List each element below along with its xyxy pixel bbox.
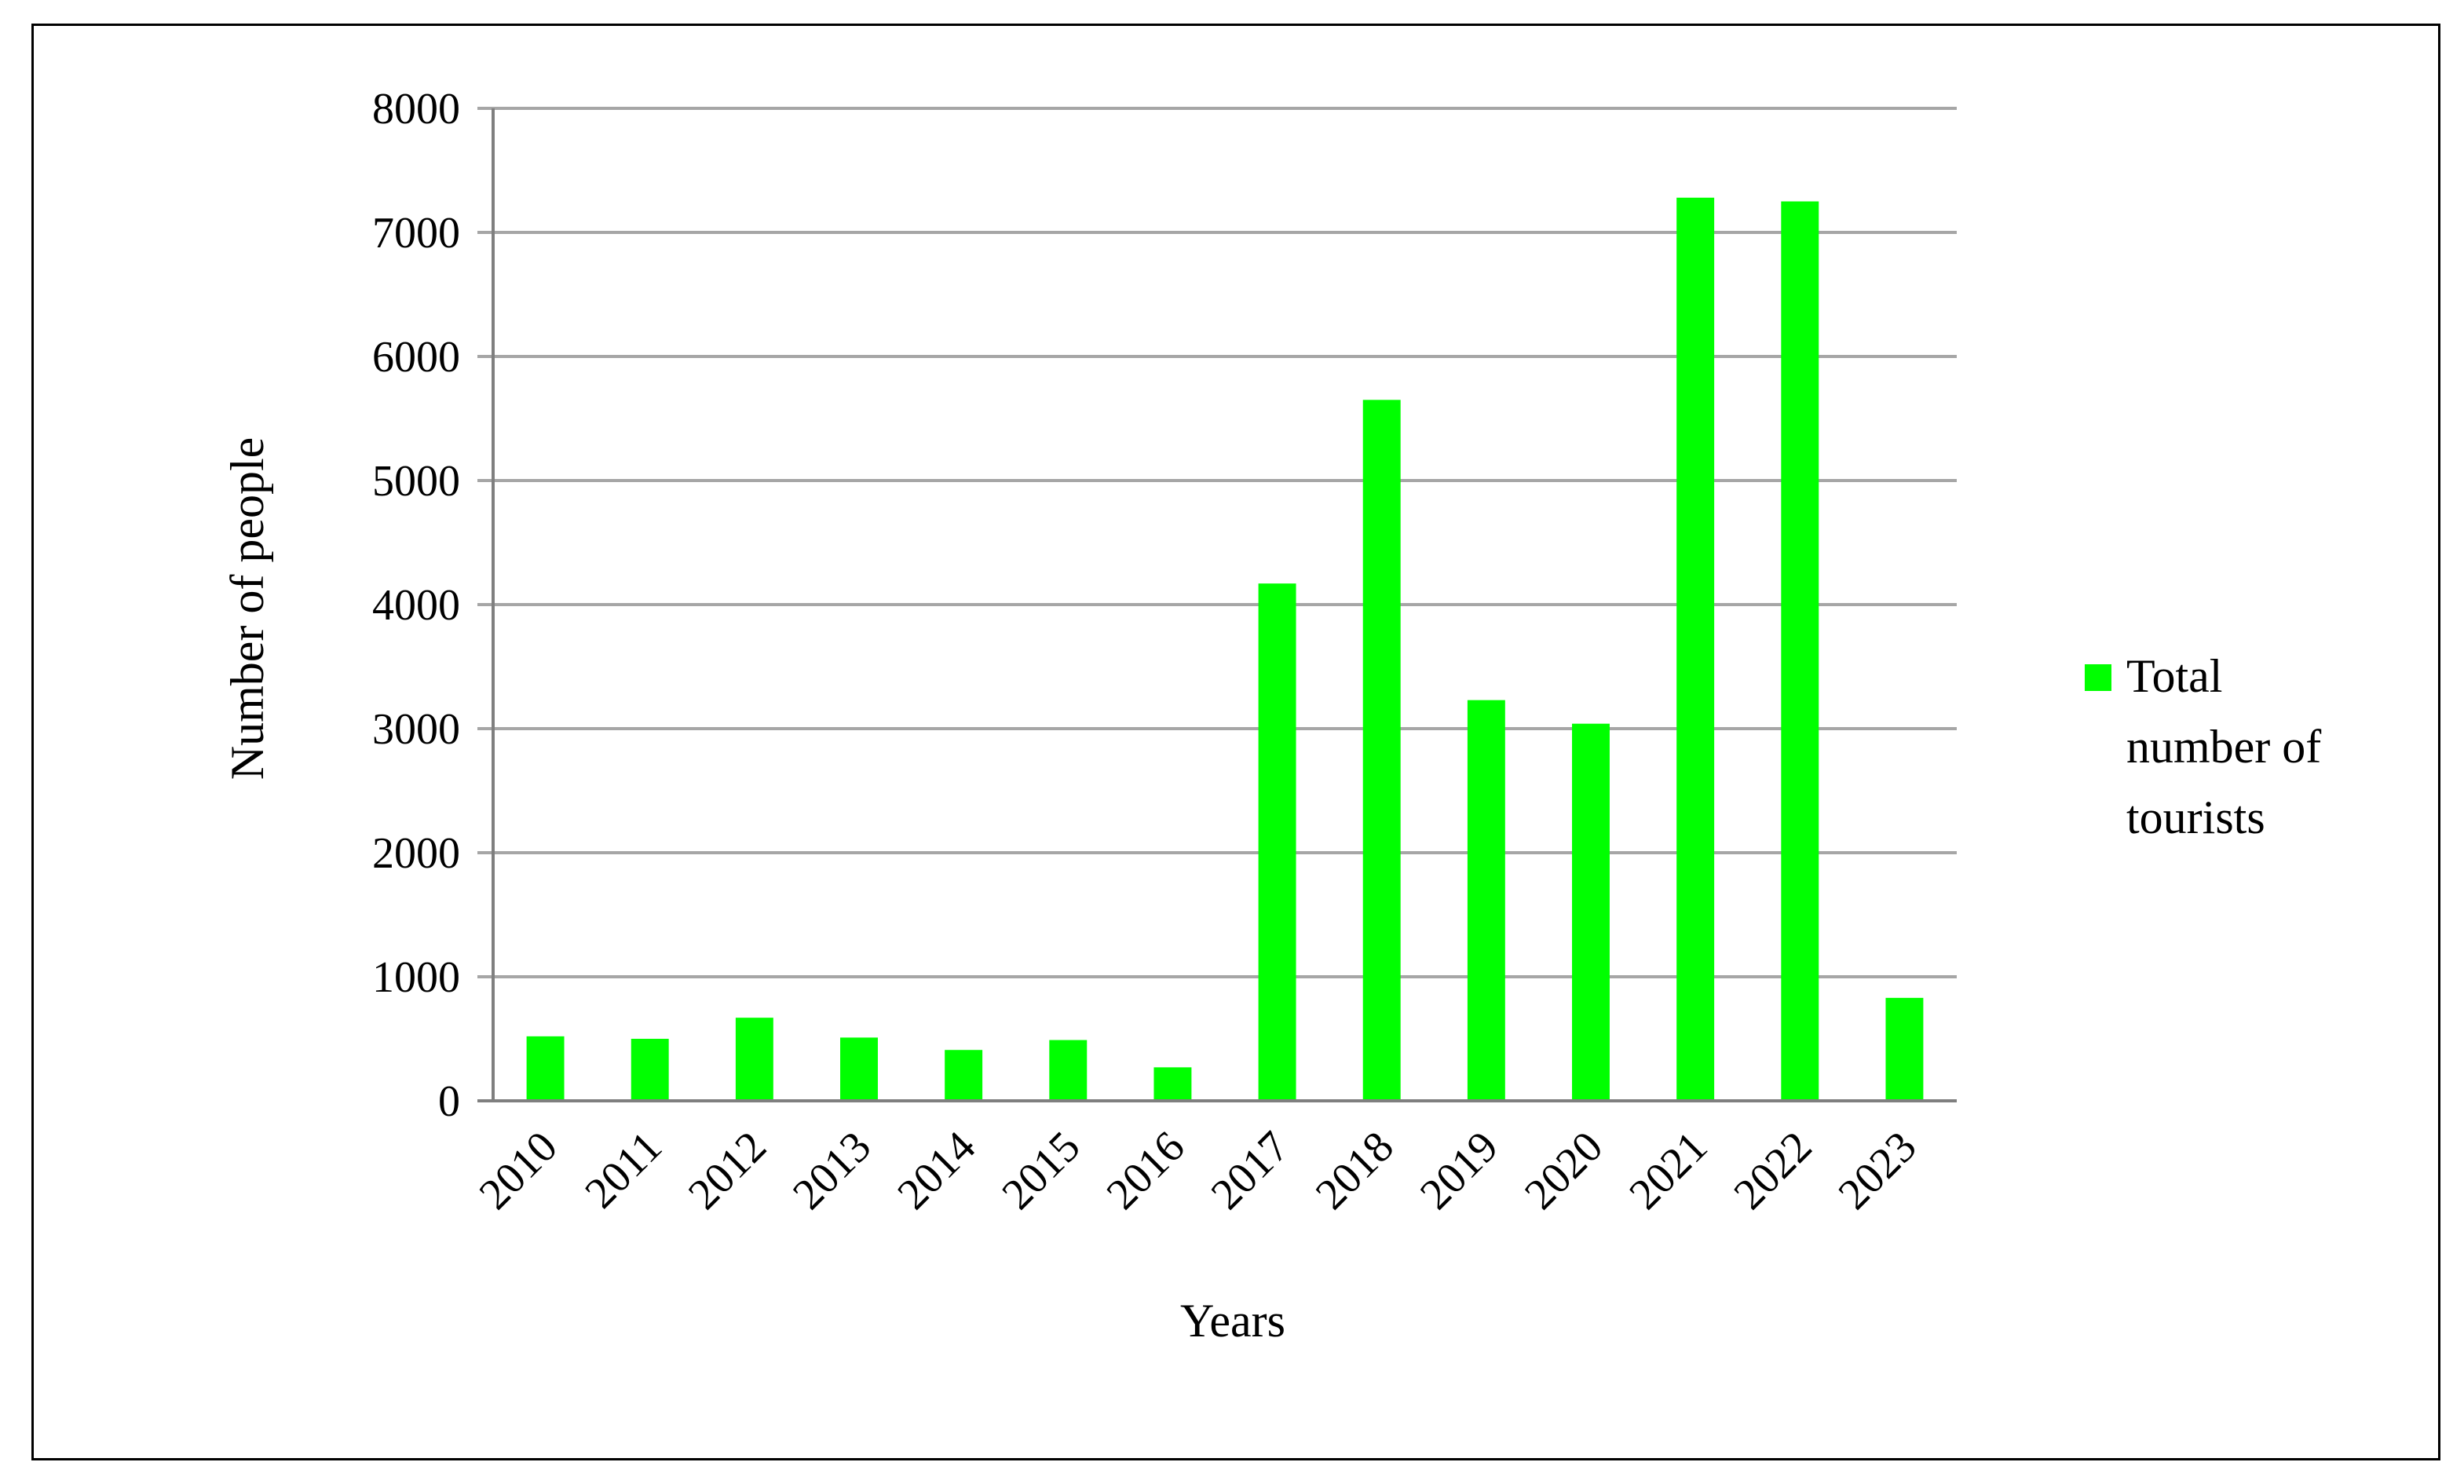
bar-2012 bbox=[735, 1018, 773, 1101]
x-tick-label: 2021 bbox=[1620, 1122, 1716, 1219]
x-tick-label: 2020 bbox=[1515, 1122, 1612, 1219]
legend-label-line: Total bbox=[2126, 650, 2222, 702]
legend-label: Total number of tourists bbox=[2126, 650, 2321, 843]
bar-2022 bbox=[1781, 201, 1819, 1101]
y-tick-label: 8000 bbox=[372, 85, 460, 133]
bar-2013 bbox=[840, 1037, 878, 1101]
y-tick-label: 7000 bbox=[372, 209, 460, 258]
bars bbox=[526, 197, 1924, 1101]
legend-label-line: number of bbox=[2126, 721, 2321, 773]
bar-2019 bbox=[1467, 700, 1505, 1101]
x-tick-label: 2017 bbox=[1202, 1122, 1299, 1219]
x-tick-label: 2010 bbox=[470, 1122, 567, 1219]
x-tick-label: 2012 bbox=[679, 1122, 776, 1219]
bar-2021 bbox=[1676, 197, 1715, 1101]
x-tick-label: 2014 bbox=[888, 1122, 985, 1219]
y-tick-label: 1000 bbox=[372, 953, 460, 1002]
bar-2016 bbox=[1153, 1067, 1192, 1101]
bar-2010 bbox=[526, 1036, 565, 1101]
bar-2014 bbox=[945, 1050, 983, 1101]
x-tick-label: 2011 bbox=[576, 1122, 671, 1218]
x-tick-label: 2023 bbox=[1830, 1122, 1926, 1219]
y-tick-label: 3000 bbox=[372, 705, 460, 754]
y-tick-labels: 0 1000 2000 3000 4000 5000 6000 7000 8000 bbox=[372, 85, 460, 1126]
bar-2011 bbox=[631, 1039, 669, 1101]
x-tick-label: 2015 bbox=[993, 1122, 1089, 1219]
x-tick-label: 2018 bbox=[1307, 1122, 1403, 1219]
y-tick-label: 5000 bbox=[372, 457, 460, 506]
legend-swatch bbox=[2085, 664, 2111, 691]
x-tick-label: 2019 bbox=[1411, 1122, 1508, 1219]
x-tick-label: 2022 bbox=[1724, 1122, 1821, 1219]
y-tick-label: 6000 bbox=[372, 333, 460, 382]
x-tick-label: 2016 bbox=[1098, 1122, 1194, 1219]
gridlines bbox=[477, 107, 1957, 1101]
y-tick-label: 4000 bbox=[372, 581, 460, 630]
chart-frame bbox=[31, 24, 2440, 1460]
legend-label-line: tourists bbox=[2126, 791, 2265, 843]
x-tick-label: 2013 bbox=[784, 1122, 880, 1219]
bar-2023 bbox=[1885, 997, 1924, 1101]
y-axis-title: Number of people bbox=[221, 437, 273, 780]
bar-2015 bbox=[1049, 1040, 1088, 1101]
y-tick-label: 0 bbox=[438, 1077, 460, 1126]
bar-2017 bbox=[1258, 583, 1296, 1101]
y-tick-label: 2000 bbox=[372, 829, 460, 878]
legend: Total number of tourists bbox=[2085, 650, 2321, 843]
x-tick-labels: 2010 2011 2012 2013 2014 2015 2016 2017 2018 2019… bbox=[470, 1122, 1926, 1219]
bar-2020 bbox=[1572, 723, 1610, 1101]
x-axis-title: Years bbox=[1180, 1295, 1285, 1347]
bar-2018 bbox=[1362, 400, 1401, 1101]
